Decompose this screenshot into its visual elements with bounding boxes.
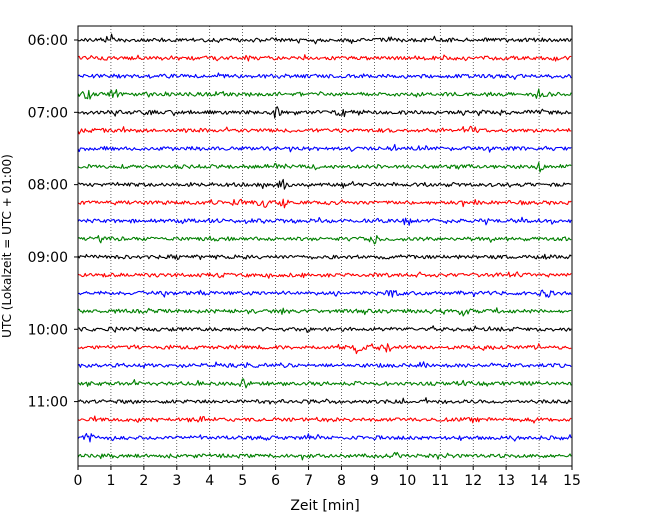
trace-layer: [77, 33, 572, 461]
x-tick-label: 12: [464, 473, 482, 489]
x-tick-label: 13: [497, 473, 515, 489]
x-tick-label: 7: [304, 473, 313, 489]
x-tick-label: 2: [139, 473, 148, 489]
trace-0900: [77, 253, 572, 261]
y-tick-label: 08:00: [28, 178, 68, 194]
trace-0945: [77, 307, 572, 317]
x-axis-ticks: 0 1 2 3 4 5 6 7 8 9 10 11 12 13 14 15: [74, 466, 581, 489]
x-tick-label: 14: [530, 473, 548, 489]
vertical-grid: [110, 26, 540, 466]
trace-0700: [77, 106, 572, 119]
trace-1100: [77, 397, 572, 405]
trace-1130: [77, 432, 572, 443]
trace-0615: [77, 54, 572, 62]
trace-1015: [77, 343, 572, 355]
trace-0915: [77, 271, 572, 279]
trace-0930: [77, 289, 572, 298]
trace-0845: [77, 235, 572, 245]
trace-0800: [77, 178, 572, 190]
y-tick-label: 10:00: [28, 322, 68, 338]
trace-0630: [77, 72, 572, 80]
trace-0745: [77, 161, 572, 173]
trace-0600: [77, 33, 572, 45]
x-tick-label: 3: [172, 473, 181, 489]
trace-1030: [77, 361, 572, 369]
x-tick-label: 1: [106, 473, 115, 489]
trace-0730: [77, 143, 572, 153]
x-tick-label: 10: [398, 473, 416, 489]
trace-0715: [77, 125, 572, 135]
trace-1045: [77, 378, 572, 389]
trace-0830: [77, 216, 572, 226]
trace-1145: [77, 451, 572, 461]
y-tick-label: 09:00: [28, 250, 68, 266]
trace-1000: [77, 325, 572, 333]
y-axis-label: UTC (Lokalzeit = UTC + 01:00): [0, 154, 14, 338]
x-tick-label: 4: [205, 473, 214, 489]
y-tick-label: 06:00: [28, 33, 68, 49]
x-axis-label: Zeit [min]: [290, 498, 359, 514]
x-tick-label: 15: [563, 473, 581, 489]
x-tick-label: 5: [238, 473, 247, 489]
x-tick-label: 6: [271, 473, 280, 489]
trace-1115: [77, 415, 572, 424]
x-tick-label: 0: [74, 473, 83, 489]
y-axis-ticks: 06:00 07:00 08:00 09:00 10:00 11:00: [28, 33, 78, 411]
plot-frame: [77, 25, 573, 467]
x-tick-label: 8: [337, 473, 346, 489]
x-tick-label: 9: [370, 473, 379, 489]
trace-0645: [77, 88, 572, 100]
x-tick-label: 11: [431, 473, 449, 489]
trace-0815: [77, 198, 572, 209]
y-tick-label: 07:00: [28, 105, 68, 121]
y-tick-label: 11:00: [28, 395, 68, 411]
